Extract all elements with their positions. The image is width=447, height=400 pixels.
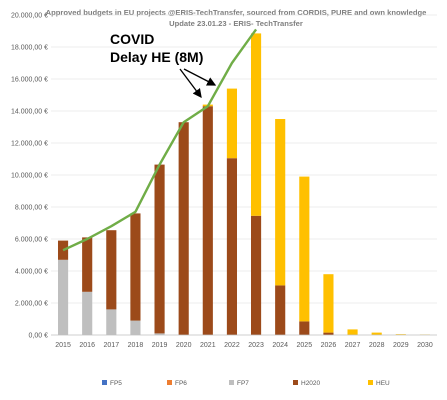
x-tick-label: 2017 [104,342,120,349]
x-tick-label: 2025 [297,342,313,349]
x-tick-label: 2030 [417,342,433,349]
x-tick-label: 2021 [200,342,216,349]
x-tick-label: 2028 [369,342,385,349]
y-tick-label: 0,00 € [29,333,49,340]
bar-h2020-2015 [57,240,69,260]
x-tick-label: 2022 [224,342,240,349]
legend-label-h2020: H2020 [301,380,321,387]
y-tick-label: 12.000,00 € [11,141,48,148]
bar-fp7-2017 [106,309,117,335]
annotation-line-2: Delay HE (8M) [110,49,203,65]
bar-fp7-2016 [82,291,93,335]
x-tick-label: 2026 [321,342,337,349]
legend-label-fp7: FP7 [237,380,249,387]
x-tick-label: 2027 [345,342,361,349]
annotation-line-1: COVID [110,31,154,47]
bar-fp7-2018 [130,320,141,335]
x-tick-label: 2023 [248,342,264,349]
x-tick-label: 2016 [79,342,95,349]
bar-h2020-2016 [82,237,93,292]
legend-swatch-fp6 [167,380,172,385]
bar-h2020-2018 [130,213,141,321]
legend-swatch-fp5 [102,380,107,385]
y-tick-label: 18.000,00 € [11,45,48,52]
x-tick-label: 2024 [272,342,288,349]
bar-h2020-2017 [106,230,117,310]
y-tick-label: 2.000,00 € [15,301,48,308]
covid-annotation: COVID Delay HE (8M) [110,31,217,99]
bar-heu-2023 [250,33,262,216]
y-tick-label: 10.000,00 € [11,173,48,180]
legend-label-heu: HEU [376,380,390,387]
x-tick-label: 2019 [152,342,168,349]
bar-h2020-2023 [250,215,262,335]
x-tick-label: 2029 [393,342,409,349]
legend-swatch-fp7 [229,380,234,385]
bars [57,33,431,335]
legend-label-fp5: FP5 [110,380,122,387]
bar-h2020-2019 [154,164,165,334]
y-tick-label: 8.000,00 € [15,205,48,212]
y-axis-ticks: 0,00 € 2.000,00 € 4.000,00 € 6.000,00 € 8.00… [11,13,48,340]
y-tick-label: 20.000,00 € [11,13,48,20]
bar-heu-2025 [299,176,310,322]
bar-h2020-2026 [323,332,334,335]
legend-swatch-h2020 [293,380,298,385]
bar-h2020-2024 [275,285,286,335]
bar-h2020-2021 [202,106,213,335]
x-tick-label: 2015 [55,342,71,349]
legend-label-fp6: FP6 [175,380,187,387]
trend-line [62,28,258,252]
trend-polyline [62,28,258,252]
y-tick-label: 16.000,00 € [11,77,48,84]
annotation-arrow-2 [183,68,217,86]
y-tick-label: 6.000,00 € [15,237,48,244]
x-tick-label: 2020 [176,342,192,349]
bar-heu-2027 [347,329,358,335]
annotation-arrow-1 [179,68,202,99]
bar-heu-2022 [226,88,238,159]
bar-fp7-2015 [57,259,69,335]
chart-title-line-1: Approved budgets in EU projects @ERIS-Te… [46,8,427,17]
y-tick-label: 4.000,00 € [15,269,48,276]
bar-heu-2028 [371,332,382,335]
legend-swatch-heu [368,380,373,385]
legend: FP5 FP6 FP7 H2020 HEU [102,380,390,387]
bar-heu-2026 [323,274,334,333]
bar-fp7-2019 [154,333,165,335]
bar-h2020-2022 [226,158,238,335]
y-tick-label: 14.000,00 € [11,109,48,116]
bar-heu-2024 [275,119,286,286]
x-axis-ticks: 2015 2016 2017 2018 2019 2020 2021 2022 2023 2024… [55,342,433,349]
bar-h2020-2025 [299,321,310,335]
bar-h2020-2020 [178,122,189,335]
x-tick-label: 2018 [128,342,144,349]
chart-title-line-2: Update 23.01.23 - ERIS- TechTransfer [169,19,303,28]
